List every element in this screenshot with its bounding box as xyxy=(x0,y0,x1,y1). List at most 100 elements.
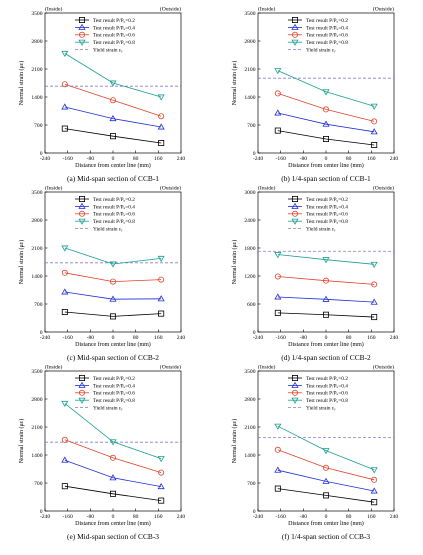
data-point xyxy=(322,135,329,142)
x-axis-title: Distance from center line (mm) xyxy=(75,341,151,348)
legend-label: Test result P/Pᵤ=0.8 xyxy=(306,40,348,46)
y-tick-label: 3000 xyxy=(244,190,255,196)
data-point xyxy=(322,448,330,455)
y-axis-title: Normal strain (με) xyxy=(231,240,238,284)
series-line xyxy=(64,247,162,265)
data-point xyxy=(61,400,69,408)
legend-marker xyxy=(291,195,298,202)
legend-label: Test result P/Pᵤ=0.2 xyxy=(93,197,135,203)
x-tick-label: 80 xyxy=(346,335,352,341)
series-line xyxy=(64,106,162,128)
x-tick-label: 240 xyxy=(177,514,186,520)
legend-label: Test result P/Pᵤ=0.2 xyxy=(93,18,135,24)
data-point xyxy=(274,466,282,473)
data-point xyxy=(157,295,165,302)
inside-label: (Inside) xyxy=(45,185,63,192)
x-tick-label: 0 xyxy=(325,156,328,162)
data-point xyxy=(322,464,329,471)
legend-label: Yield strain εᵧ xyxy=(93,406,123,412)
data-point xyxy=(322,477,330,484)
data-point xyxy=(61,50,69,58)
data-point xyxy=(157,482,165,490)
x-tick-label: 240 xyxy=(390,156,399,162)
y-tick-label: 0 xyxy=(40,509,43,515)
x-tick-label: 80 xyxy=(133,156,139,162)
x-tick-label: 240 xyxy=(177,156,186,162)
y-tick-label: 700 xyxy=(34,123,43,129)
legend-label: Test result P/Pᵤ=0.4 xyxy=(306,204,348,210)
legend-marker xyxy=(291,218,299,225)
data-point xyxy=(158,469,165,476)
data-point xyxy=(322,277,329,284)
x-tick-label: 240 xyxy=(390,514,399,520)
legend-marker xyxy=(291,31,298,38)
x-tick-label: -80 xyxy=(87,514,95,520)
data-point xyxy=(274,293,282,300)
data-point xyxy=(370,298,378,305)
data-point xyxy=(110,454,117,461)
inside-label: (Inside) xyxy=(258,364,276,371)
y-tick-label: 3500 xyxy=(31,369,42,375)
legend-marker xyxy=(79,31,86,38)
data-point xyxy=(371,281,378,288)
x-tick-label: 0 xyxy=(325,335,328,341)
data-point xyxy=(157,456,165,463)
inside-label: (Inside) xyxy=(45,6,63,13)
series-line xyxy=(64,311,162,317)
series-line xyxy=(64,459,162,487)
x-tick-label: -80 xyxy=(300,335,308,341)
series-line xyxy=(277,488,375,503)
series-line xyxy=(64,485,162,501)
data-point xyxy=(371,476,378,483)
data-point xyxy=(274,90,281,97)
legend-marker xyxy=(291,23,299,30)
series-line xyxy=(277,93,375,122)
data-point xyxy=(274,252,282,259)
legend-label: Test result P/Pᵤ=0.2 xyxy=(306,18,348,24)
x-tick-label: -80 xyxy=(87,156,95,162)
data-point xyxy=(61,483,68,490)
y-tick-label: 1400 xyxy=(31,453,42,459)
data-point xyxy=(158,276,165,283)
y-tick-label: 2100 xyxy=(31,67,42,73)
x-tick-label: -240 xyxy=(40,514,50,520)
data-point xyxy=(109,261,117,268)
series-line xyxy=(64,291,162,300)
legend-label: Test result P/Pᵤ=0.8 xyxy=(93,219,135,225)
legend-label: Yield strain εᵧ xyxy=(306,406,336,412)
legend-marker xyxy=(79,389,86,396)
outside-label: (Outside) xyxy=(373,364,394,371)
data-point xyxy=(61,288,69,295)
legend-label: Test result P/Pᵤ=0.6 xyxy=(306,391,348,397)
chart-panel: -240 -160 -80 0 80 160 240 0 700 1400 2100 2800 3500… xyxy=(231,364,398,542)
data-point xyxy=(370,103,378,110)
series-line xyxy=(277,130,375,146)
y-tick-label: 0 xyxy=(253,330,256,336)
data-point xyxy=(109,114,117,122)
y-axis-title: Normal strain (με) xyxy=(18,240,25,284)
legend-label: Test result P/Pᵤ=0.6 xyxy=(93,33,135,39)
y-tick-label: 1400 xyxy=(244,453,255,459)
data-point xyxy=(61,81,68,88)
data-point xyxy=(322,311,329,318)
chart-panel: -240 -160 -80 0 80 160 240 0 700 1400 2100 2800 3500… xyxy=(231,6,398,184)
data-point xyxy=(274,446,281,453)
y-tick-label: 700 xyxy=(247,481,256,487)
y-tick-label: 2800 xyxy=(31,397,42,403)
x-tick-label: -160 xyxy=(276,335,286,341)
legend-label: Test result P/Pᵤ=0.8 xyxy=(93,40,135,46)
y-tick-label: 2800 xyxy=(31,218,42,224)
data-point xyxy=(109,474,117,481)
y-tick-label: 700 xyxy=(247,123,256,129)
x-tick-label: -240 xyxy=(253,335,263,341)
series-line xyxy=(64,439,162,473)
chart-panel: -240 -160 -80 0 80 160 24006001200180024003000… xyxy=(231,185,398,363)
legend-label: Yield strain εᵧ xyxy=(93,48,123,54)
data-point xyxy=(158,310,165,317)
x-tick-label: -240 xyxy=(253,156,263,162)
panel-caption: (e) Mid-span section of CCB-3 xyxy=(67,532,159,541)
panel-caption: (f) 1/4-span section of CCB-3 xyxy=(282,532,371,541)
data-point xyxy=(158,139,165,146)
series-line xyxy=(277,312,375,318)
x-tick-label: 0 xyxy=(325,514,328,520)
